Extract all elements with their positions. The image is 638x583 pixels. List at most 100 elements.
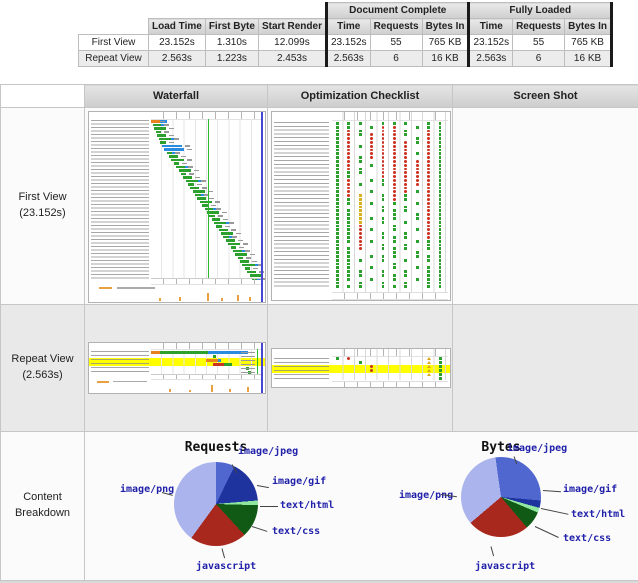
green-check-mark	[381, 209, 385, 213]
waterfall-bar	[241, 249, 245, 253]
waterfall-thumbnail-repeat-view[interactable]	[88, 342, 266, 394]
green-check-mark	[427, 247, 430, 251]
red-x-mark	[347, 156, 351, 159]
red-x-mark	[381, 144, 385, 148]
timing-text-mark	[159, 120, 165, 122]
red-x-mark	[347, 186, 351, 190]
green-check-mark	[438, 129, 442, 133]
red-x-mark	[370, 148, 373, 152]
timing-text-mark	[257, 264, 263, 266]
green-check-mark	[427, 258, 430, 262]
red-x-mark	[381, 137, 385, 140]
green-check-mark	[404, 247, 408, 251]
timing-text-mark	[195, 176, 201, 178]
red-x-mark	[404, 141, 408, 144]
green-check-mark	[336, 163, 339, 167]
green-check-mark	[438, 163, 442, 167]
repeat-view-dc-time: 2.563s	[324, 50, 371, 67]
green-check-mark	[438, 175, 442, 178]
timing-text-mark	[168, 134, 174, 136]
green-check-mark	[347, 285, 351, 289]
green-check-mark	[393, 239, 396, 243]
optimization-checklist-thumbnail-first-view[interactable]	[271, 111, 451, 301]
requests-pointer-html	[260, 506, 278, 507]
green-check-mark	[393, 213, 396, 216]
green-check-mark	[381, 258, 385, 262]
red-x-mark	[358, 247, 362, 251]
green-check-icon	[438, 361, 442, 364]
red-x-mark	[393, 186, 396, 190]
requests-pointer-gif	[256, 485, 269, 489]
red-x-mark	[347, 194, 351, 197]
col-header-fl-time: Time	[468, 18, 514, 35]
grid-header-waterfall: Waterfall	[84, 84, 268, 108]
timing-text-mark	[253, 267, 259, 269]
green-check-mark	[358, 258, 362, 262]
green-check-icon	[438, 357, 442, 360]
green-check-mark	[404, 243, 408, 247]
waterfall-bar	[192, 190, 205, 193]
red-x-mark	[393, 163, 396, 167]
green-check-mark	[336, 198, 339, 201]
requests-pie-chart: Requests image/jpeg image/gif text/html …	[110, 440, 380, 582]
green-check-mark	[415, 125, 419, 129]
timing-text-mark	[236, 232, 242, 234]
repeat-view-fl-bytes: 16 KB	[564, 50, 613, 67]
bytes-pie	[461, 457, 541, 537]
red-x-mark	[427, 141, 430, 144]
yellow-warn-mark	[358, 194, 362, 197]
timing-text-mark	[193, 169, 199, 171]
green-check-mark	[438, 247, 442, 251]
bytes-pointer-css	[534, 526, 559, 538]
red-x-mark	[381, 163, 385, 167]
green-check-mark	[415, 213, 419, 216]
green-check-mark	[404, 129, 408, 133]
green-check-mark	[404, 274, 408, 277]
red-x-mark	[381, 167, 385, 171]
url-text-lines	[274, 358, 329, 380]
checklist-gridlines	[332, 112, 446, 292]
waterfall-bar	[213, 207, 217, 211]
waterfall-bar	[184, 165, 188, 169]
green-check-mark	[438, 243, 442, 247]
green-check-mark	[381, 194, 385, 197]
red-x-mark	[393, 167, 396, 171]
waterfall-bar	[188, 183, 194, 186]
red-x-mark	[393, 137, 396, 140]
green-check-mark	[336, 205, 339, 209]
timing-text-mark	[187, 148, 193, 150]
green-check-mark	[438, 224, 442, 228]
green-check-mark	[336, 141, 339, 144]
red-x-mark	[415, 182, 419, 186]
url-text-lines	[274, 122, 329, 288]
grid-row-repeat-view: Repeat View (2.563s)	[0, 304, 638, 432]
optimization-checklist-thumbnail-repeat-view[interactable]	[271, 348, 451, 388]
green-check-mark	[381, 205, 385, 209]
red-x-mark	[427, 190, 430, 194]
waterfall-thumbnail-first-view[interactable]	[88, 111, 266, 303]
red-x-mark	[347, 129, 351, 133]
timing-text-mark	[241, 371, 255, 373]
bytes-pointer-gif	[542, 490, 561, 493]
green-check-mark	[381, 217, 385, 220]
green-check-mark	[347, 175, 351, 178]
timing-text-mark	[207, 190, 213, 192]
green-check-mark	[347, 266, 351, 270]
green-check-mark	[336, 186, 339, 190]
bandwidth-spike	[247, 387, 249, 392]
green-check-mark	[381, 122, 385, 125]
green-check-mark	[438, 236, 442, 239]
tick-labels	[151, 278, 261, 285]
green-check-mark	[347, 255, 351, 258]
red-x-mark	[427, 179, 430, 182]
red-x-mark	[427, 236, 430, 239]
green-check-mark	[347, 239, 351, 243]
red-x-mark	[347, 141, 351, 144]
green-check-mark	[438, 198, 442, 201]
col-header-fl-bytes-in: Bytes In	[564, 18, 613, 35]
red-x-mark	[370, 152, 373, 156]
green-check-mark	[393, 266, 396, 270]
yellow-warn-icon	[427, 369, 432, 372]
requests-label-text-html: text/html	[280, 500, 335, 511]
red-x-mark	[427, 144, 430, 148]
